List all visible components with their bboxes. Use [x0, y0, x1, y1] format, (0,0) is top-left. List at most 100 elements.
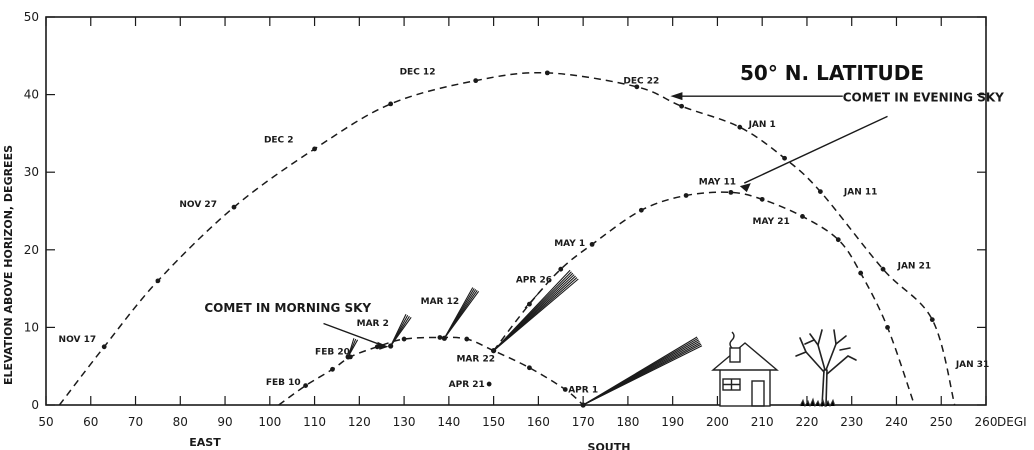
date-label: JAN 11	[843, 188, 878, 198]
comet-tails	[345, 269, 703, 408]
tail-apr26	[493, 278, 579, 352]
position-dot	[303, 383, 309, 388]
position-dot	[388, 101, 394, 107]
position-dot	[759, 196, 765, 202]
arrow-morning	[323, 322, 385, 347]
path-spring_evening	[493, 191, 916, 406]
date-label: NOV 27	[179, 200, 217, 210]
position-dot	[728, 189, 734, 195]
tail-pointer	[524, 288, 544, 309]
x-tick-label: 190	[661, 415, 684, 429]
position-dot	[464, 336, 470, 342]
y-tick-label: 20	[24, 243, 39, 257]
position-dot	[929, 317, 935, 323]
date-label: FEB 10	[266, 378, 301, 388]
x-tick-label: 100	[258, 415, 281, 429]
date-label: MAY 1	[554, 239, 585, 249]
position-dot	[683, 193, 689, 198]
position-dot	[782, 155, 787, 161]
position-dot	[101, 344, 107, 350]
arrow-evening-2	[743, 115, 888, 184]
direction-label-east: EAST	[189, 436, 221, 449]
date-label: MAR 22	[456, 355, 495, 365]
date-label: MAY 21	[753, 217, 790, 227]
position-dot	[401, 336, 407, 342]
date-label: MAR 2	[357, 319, 389, 329]
axis-ticks: 50 60 70 80 90 100 110 120 130 140 150 160 170 180 190…	[24, 10, 998, 429]
x-axis-unit-label: DEGI	[997, 415, 1027, 429]
plot-border	[45, 16, 987, 406]
y-tick-label: 10	[24, 320, 39, 334]
position-dot	[231, 204, 237, 210]
y-tick-label: 0	[31, 398, 39, 412]
comet-positions	[101, 70, 935, 392]
date-label: DEC 22	[623, 77, 659, 87]
position-dot	[544, 70, 550, 76]
x-tick-label: 170	[572, 415, 595, 429]
position-dot	[527, 301, 532, 307]
x-tick-label: 250	[930, 415, 953, 429]
x-tick-label: 200	[706, 415, 729, 429]
x-tick-label: 210	[751, 415, 774, 429]
x-tick-label: 140	[437, 415, 460, 429]
arrowhead-morning	[377, 341, 389, 350]
position-dot	[486, 381, 492, 387]
house-icon	[711, 331, 779, 407]
position-dot	[885, 325, 890, 330]
grass	[799, 397, 836, 408]
date-label: NOV 17	[59, 335, 97, 345]
arrowhead-evening-1	[670, 92, 683, 101]
y-tick-label: 40	[24, 88, 39, 102]
x-tick-label: 150	[482, 415, 505, 429]
x-tick-label: 240	[885, 415, 908, 429]
date-label: APR 1	[568, 386, 598, 396]
x-tick-label: 110	[303, 415, 326, 429]
arrowhead-evening-2	[739, 183, 751, 193]
position-dot	[558, 266, 564, 272]
position-dot	[638, 207, 644, 213]
x-tick-label: 160	[527, 415, 550, 429]
x-tick-label: 70	[128, 415, 143, 429]
position-dot	[679, 103, 685, 109]
position-dot	[312, 146, 317, 152]
x-tick-label: 90	[217, 415, 232, 429]
horizon-scene	[711, 329, 857, 408]
position-dot	[562, 387, 568, 392]
tail-mar12-head	[441, 335, 447, 341]
direction-label-south: SOUTH	[588, 441, 631, 450]
date-label: DEC 2	[264, 136, 294, 146]
position-dot	[737, 124, 743, 130]
position-dot	[800, 214, 805, 219]
date-label: JAN 21	[897, 261, 932, 271]
date-label: APR 21	[449, 380, 485, 390]
date-label: JAN 31	[955, 360, 990, 370]
tail-apr26-head	[491, 348, 497, 354]
tail-mar12	[443, 290, 480, 339]
date-label: JAN 1	[748, 120, 776, 130]
annotations: COMET IN EVENING SKY COMET IN MORNING SKY	[204, 91, 1004, 350]
x-tick-label: 180	[616, 415, 639, 429]
position-dot	[817, 189, 823, 195]
position-dot	[880, 266, 886, 272]
x-tick-label: 230	[840, 415, 863, 429]
position-dot	[155, 278, 161, 284]
position-dot	[589, 241, 595, 247]
position-dot	[858, 270, 864, 276]
tail-apr1	[582, 345, 703, 406]
date-label: APR 26	[516, 275, 552, 285]
date-label: DEC 12	[400, 67, 436, 77]
tree-icon	[795, 329, 857, 407]
x-tick-label: 260	[975, 415, 998, 429]
position-dot	[835, 237, 841, 243]
y-tick-label: 50	[24, 10, 39, 24]
position-dot	[473, 78, 479, 84]
plot-frame	[45, 16, 987, 406]
tail-feb20	[347, 339, 359, 358]
annotation-evening-sky: COMET IN EVENING SKY	[843, 91, 1004, 105]
date-label: MAR 12	[421, 297, 460, 307]
position-dot	[437, 335, 443, 340]
position-dot	[527, 365, 532, 371]
tail-feb20-head	[345, 354, 351, 360]
y-axis-label: ELEVATION ABOVE HORIZON, DEGREES	[2, 145, 15, 385]
